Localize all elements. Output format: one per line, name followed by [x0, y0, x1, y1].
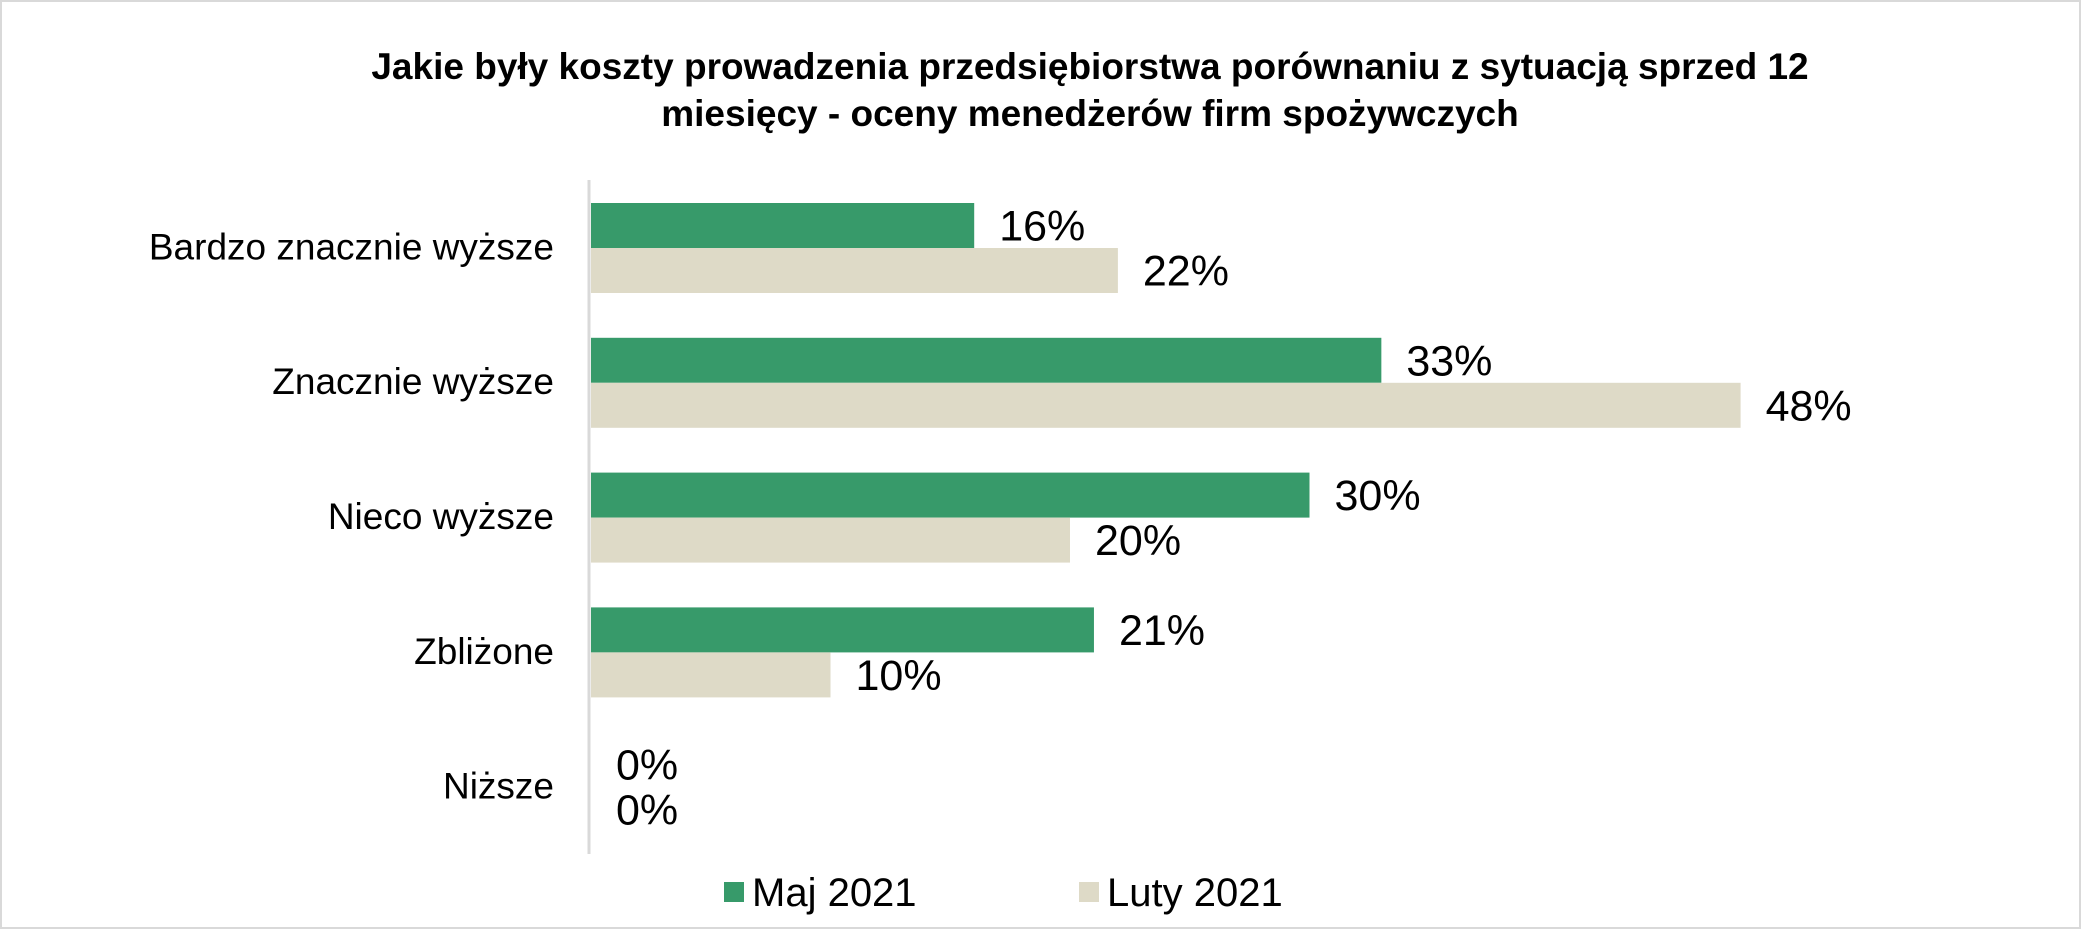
chart-title-line-2: miesięcy - oceny menedżerów firm spożywc… [661, 93, 1519, 134]
chart-title-line-1: Jakie były koszty prowadzenia przedsiębi… [371, 46, 1808, 87]
bar [591, 382, 1741, 428]
category-label: Zbliżone [414, 631, 554, 672]
category-label: Bardzo znacznie wyższe [149, 226, 554, 267]
category-label: Nieco wyższe [328, 496, 554, 537]
legend-swatch [1079, 882, 1099, 902]
data-labels: 16% 22% 33% 48% 30% 20% 21% 10% 0%0% [616, 203, 1852, 835]
bars [591, 203, 1741, 698]
legend: Maj 2021 Luty 2021 [724, 871, 1283, 915]
data-label: 33% [1406, 337, 1492, 385]
data-label: 10% [856, 652, 942, 700]
data-label: 21% [1119, 607, 1205, 655]
data-label: 0% [616, 742, 678, 790]
data-label: 0% [616, 787, 678, 835]
data-label: 48% [1766, 382, 1852, 430]
data-label: 30% [1335, 472, 1421, 520]
data-label: 22% [1143, 248, 1229, 296]
category-axis-labels: Bardzo znacznie wyższe Znacznie wyższe Nie… [149, 226, 554, 806]
legend-label: Maj 2021 [752, 871, 917, 915]
bar [591, 472, 1310, 518]
data-label: 20% [1095, 517, 1181, 565]
bar [591, 337, 1382, 383]
chart-title: Jakie były koszty prowadzenia przedsiębi… [371, 46, 1808, 134]
bar [591, 517, 1070, 563]
legend-swatch [724, 882, 744, 902]
data-label: 16% [999, 203, 1085, 251]
bar [591, 203, 975, 248]
bar [591, 607, 1094, 653]
bar [591, 248, 1118, 293]
category-label: Niższe [443, 766, 554, 807]
category-label: Znacznie wyższe [272, 361, 554, 402]
legend-label: Luty 2021 [1107, 871, 1283, 915]
bar [591, 652, 831, 698]
